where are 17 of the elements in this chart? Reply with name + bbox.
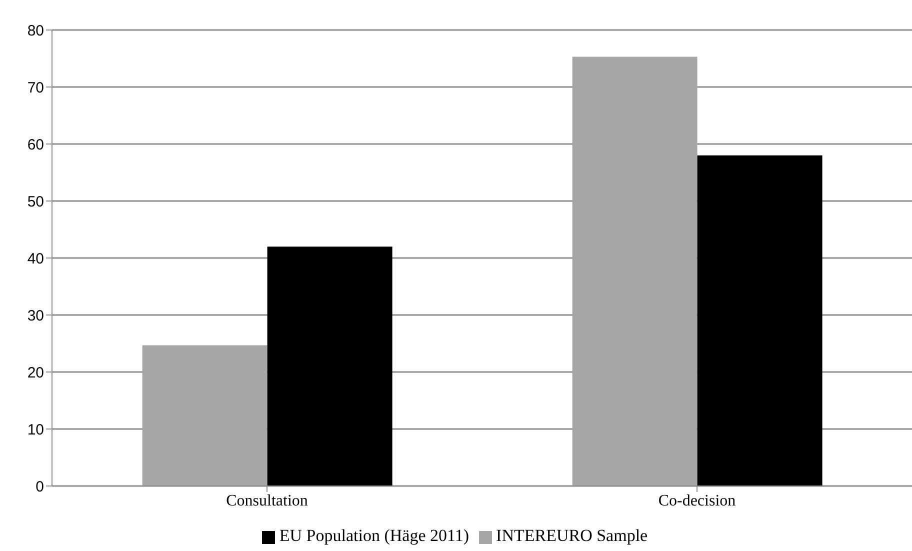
y-tick-label: 20 [27,364,44,382]
bar [572,56,698,486]
x-tick-label: Co-decision [658,492,736,510]
y-tick-label: 60 [27,136,44,154]
legend-label: EU Population (Häge 2011) [279,526,470,545]
bar [267,246,392,486]
y-tick-label: 80 [27,22,44,40]
y-tick-label: 10 [27,421,44,438]
y-tick-label: 50 [27,193,44,210]
bar [697,155,822,486]
y-tick-label: 0 [36,478,44,496]
y-tick-label: 30 [27,307,44,324]
x-tick-label: Consultation [226,492,308,510]
bar [142,345,268,486]
y-tick-label: 70 [27,79,44,96]
y-tick-label: 40 [27,250,44,268]
legend-label: INTEREURO Sample [496,526,648,545]
